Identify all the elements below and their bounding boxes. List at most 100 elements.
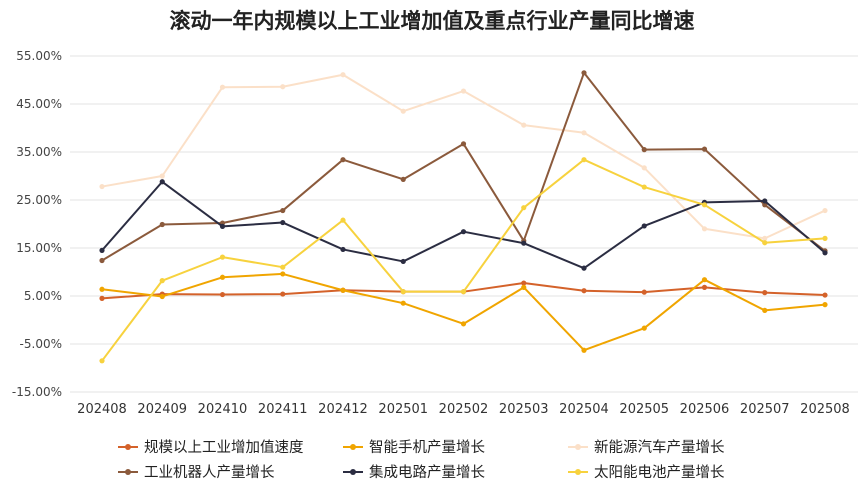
data-point xyxy=(159,278,165,284)
data-point xyxy=(701,202,708,208)
data-point xyxy=(280,264,286,270)
legend-label: 规模以上工业增加值速度 xyxy=(144,439,304,456)
legend-item: 新能源汽车产量增长 xyxy=(568,439,725,456)
x-tick-label: 202411 xyxy=(258,402,308,417)
legend-swatch-marker xyxy=(575,444,581,450)
x-axis-ticks: 202408 202409 202410 202411 202412 202501 2025… xyxy=(77,402,850,417)
data-point xyxy=(460,229,467,235)
legend-swatch-marker xyxy=(125,444,131,450)
data-point xyxy=(521,205,527,211)
data-point xyxy=(219,223,226,229)
x-tick-label: 202408 xyxy=(77,402,127,417)
x-tick-label: 202409 xyxy=(137,402,187,417)
data-point xyxy=(822,250,828,256)
x-tick-label: 202507 xyxy=(740,402,790,417)
data-point xyxy=(219,274,226,280)
data-point xyxy=(641,165,647,171)
x-tick-label: 202412 xyxy=(318,402,368,417)
data-point xyxy=(280,271,286,277)
y-tick-label: -15.00% xyxy=(12,385,62,399)
data-point xyxy=(159,173,165,179)
x-tick-label: 202508 xyxy=(800,402,850,417)
data-point xyxy=(400,108,406,114)
y-tick-label: 35.00% xyxy=(16,145,62,159)
data-point xyxy=(641,184,647,190)
data-point xyxy=(822,292,828,298)
x-tick-label: 202501 xyxy=(378,402,428,417)
data-point xyxy=(460,289,467,295)
chart-title: 滚动一年内规模以上工业增加值及重点行业产量同比增速 xyxy=(170,9,695,33)
data-point xyxy=(99,286,105,292)
x-tick-label: 202504 xyxy=(559,402,609,417)
data-point xyxy=(701,277,708,283)
legend-swatch-marker xyxy=(350,469,356,475)
data-point xyxy=(400,176,406,182)
data-point xyxy=(400,258,406,265)
x-tick-label: 202410 xyxy=(198,402,248,417)
series-5 xyxy=(99,157,828,364)
data-point xyxy=(99,295,105,301)
data-point xyxy=(340,217,346,223)
data-point xyxy=(219,254,226,260)
data-point xyxy=(521,280,527,286)
data-point xyxy=(219,291,226,298)
data-point xyxy=(280,219,286,226)
data-point xyxy=(280,291,286,297)
legend-item: 太阳能电池产量增长 xyxy=(568,464,725,481)
legend-swatch-marker xyxy=(350,444,356,450)
data-point xyxy=(521,284,527,290)
data-point xyxy=(822,302,828,308)
legend-label: 太阳能电池产量增长 xyxy=(594,464,725,481)
data-point xyxy=(219,84,226,90)
grid-lines xyxy=(70,55,858,393)
data-point xyxy=(581,130,587,136)
data-point xyxy=(701,226,708,232)
series-line xyxy=(101,158,826,362)
data-point xyxy=(400,300,406,306)
series-1 xyxy=(99,271,828,353)
data-point xyxy=(581,288,587,294)
data-point xyxy=(641,289,647,295)
y-tick-label: 5.00% xyxy=(24,289,62,303)
data-point xyxy=(581,265,587,271)
data-point xyxy=(762,198,768,204)
data-point xyxy=(99,257,105,264)
x-tick-label: 202506 xyxy=(680,402,730,417)
series-4 xyxy=(99,179,828,271)
data-point xyxy=(641,223,647,229)
data-point xyxy=(99,183,105,190)
data-point xyxy=(762,240,768,246)
legend-label: 工业机器人产量增长 xyxy=(144,464,275,481)
data-point xyxy=(340,157,346,163)
data-point xyxy=(701,284,708,290)
data-point xyxy=(641,147,647,153)
x-tick-label: 202505 xyxy=(619,402,669,417)
y-tick-label: 45.00% xyxy=(16,97,62,111)
data-point xyxy=(99,358,105,364)
data-point xyxy=(822,235,828,241)
data-point xyxy=(99,247,105,253)
data-point xyxy=(762,307,768,313)
data-point xyxy=(340,72,346,78)
x-tick-label: 202503 xyxy=(499,402,549,417)
y-axis-ticks: 55.00% 45.00% 35.00% 25.00% 15.00% 5.00% -5.00… xyxy=(12,49,62,399)
data-point xyxy=(460,321,467,327)
data-point xyxy=(521,240,527,246)
y-tick-label: 15.00% xyxy=(16,241,62,255)
y-tick-label: 55.00% xyxy=(16,49,62,63)
series-lines xyxy=(99,70,828,364)
data-point xyxy=(400,289,406,295)
data-point xyxy=(701,146,708,152)
data-point xyxy=(822,207,828,214)
data-point xyxy=(159,221,165,228)
series-line xyxy=(101,180,826,270)
legend-item: 集成电路产量增长 xyxy=(343,464,485,481)
data-point xyxy=(641,325,647,331)
data-point xyxy=(460,141,467,147)
x-tick-label: 202502 xyxy=(439,402,489,417)
data-point xyxy=(280,207,286,214)
legend-label: 新能源汽车产量增长 xyxy=(594,439,725,456)
data-point xyxy=(581,157,587,163)
